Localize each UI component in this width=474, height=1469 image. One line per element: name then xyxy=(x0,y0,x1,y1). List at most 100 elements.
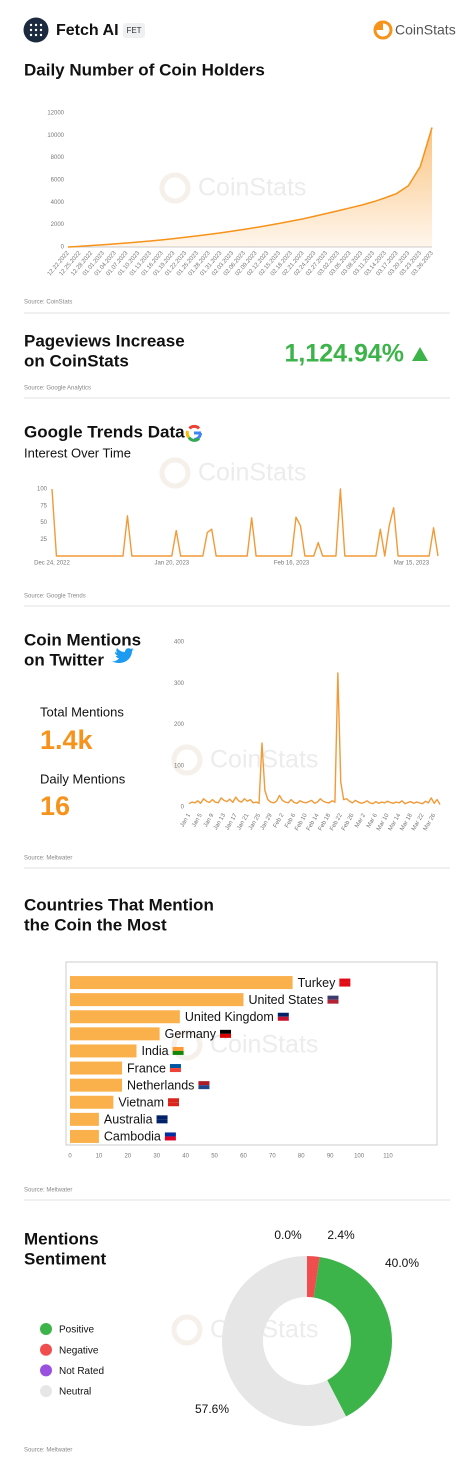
source: Source: Meltwater xyxy=(24,1448,72,1454)
flag-icon xyxy=(164,1136,176,1141)
flag-icon xyxy=(339,982,351,987)
x-tick-label: 0 xyxy=(68,1154,72,1160)
y-tick-label: 12000 xyxy=(47,111,64,117)
watermark-icon xyxy=(159,457,191,489)
coin-name: Fetch AI xyxy=(56,22,119,39)
legend-swatch xyxy=(40,1385,52,1398)
x-tick-label: Jan 20, 2023 xyxy=(154,561,189,567)
y-tick-label: 300 xyxy=(174,681,185,687)
ticker-badge xyxy=(123,23,145,38)
bar-label: Netherlands xyxy=(127,1078,194,1092)
flag-icon xyxy=(172,1046,184,1051)
flag-icon xyxy=(156,1119,168,1124)
fetch-logo-dots xyxy=(29,23,43,37)
flag-icon xyxy=(339,978,351,983)
x-tick-label: 70 xyxy=(269,1154,276,1160)
flag-icon xyxy=(156,1115,168,1120)
section-title: on Twitter xyxy=(24,650,104,669)
x-tick-label: 40 xyxy=(182,1154,189,1160)
twitter-icon xyxy=(110,648,134,663)
donut-segment xyxy=(307,1256,320,1298)
legend-swatch xyxy=(40,1343,52,1356)
source: Source: CoinStats xyxy=(24,300,72,306)
bar xyxy=(70,1027,160,1041)
x-tick-label: 10 xyxy=(96,1154,103,1160)
y-tick-label: 0 xyxy=(181,805,185,811)
section-title: Sentiment xyxy=(24,1249,107,1268)
brand-logo-part xyxy=(375,22,383,30)
bar xyxy=(70,1095,114,1109)
y-tick-label: 75 xyxy=(40,503,47,509)
stat-value: 16 xyxy=(40,791,70,821)
x-tick-label: Mar 15, 2023 xyxy=(394,561,430,567)
watermark: CoinStats xyxy=(198,459,306,487)
y-tick-label: 400 xyxy=(174,640,185,646)
x-tick-label: 50 xyxy=(211,1154,218,1160)
source: Source: Meltwater xyxy=(24,1188,72,1194)
flag-icon xyxy=(220,1033,232,1038)
bar xyxy=(70,993,244,1007)
bar-label: Turkey xyxy=(298,976,336,990)
y-tick-label: 10000 xyxy=(47,133,64,139)
legend-swatch xyxy=(40,1323,52,1335)
legend-swatch xyxy=(40,1364,52,1377)
source: Source: Meltwater xyxy=(24,856,72,862)
y-tick-label: 50 xyxy=(40,520,47,526)
bar-label: United States xyxy=(248,993,323,1007)
bar xyxy=(70,976,293,990)
google-icon xyxy=(185,424,202,442)
stat-label: Total Mentions xyxy=(40,704,124,719)
up-arrow xyxy=(412,347,428,361)
y-tick-label: 25 xyxy=(40,537,47,543)
legend-label: Not Rated xyxy=(59,1366,104,1377)
flag-icon xyxy=(164,1132,176,1137)
watermark-icon xyxy=(159,172,191,204)
section-title: Coin Mentions xyxy=(24,630,141,649)
flag-icon xyxy=(220,1029,232,1034)
y-tick-label: 100 xyxy=(37,487,48,493)
flag-icon xyxy=(198,1081,210,1086)
bar-label: Australia xyxy=(104,1113,153,1127)
source: Source: Google Trends xyxy=(24,594,86,600)
x-tick-label: 20 xyxy=(124,1154,131,1160)
watermark-icon xyxy=(171,744,203,776)
flag-icon xyxy=(172,1050,184,1055)
flag-icon xyxy=(169,1064,181,1069)
pageviews-value: 1,124.94% xyxy=(284,340,404,368)
bar xyxy=(70,1044,137,1058)
bar xyxy=(70,1129,99,1143)
y-tick-label: 6000 xyxy=(51,178,65,184)
flag-icon xyxy=(198,1085,210,1090)
value-label: 57.6% xyxy=(195,1402,229,1416)
legend-label: Neutral xyxy=(59,1387,91,1398)
plot-frame xyxy=(65,961,438,1146)
ticker: FET xyxy=(126,26,141,35)
header: Fetch AI FET CoinStats xyxy=(23,17,456,43)
section-title: Google Trends Data xyxy=(24,422,185,441)
bar-label: Germany xyxy=(165,1027,217,1041)
y-tick-label: 2000 xyxy=(51,222,65,228)
donut-segment xyxy=(222,1256,347,1427)
x-tick-label: Feb 16, 2023 xyxy=(274,561,310,567)
flag-icon xyxy=(327,995,339,1000)
x-tick-label: Dec 24, 2022 xyxy=(34,561,70,567)
stat-value: 1.4k xyxy=(40,725,94,755)
area-line xyxy=(67,127,433,248)
x-tick-label: 30 xyxy=(153,1154,160,1160)
bar-label: United Kingdom xyxy=(185,1010,274,1024)
section-title: Pageviews Increase xyxy=(24,331,185,350)
watermark: CoinStats xyxy=(198,174,306,202)
x-tick-label: 80 xyxy=(298,1154,305,1160)
source: Source: Google Analytics xyxy=(24,386,91,392)
bar xyxy=(70,1061,123,1075)
watermark-icon xyxy=(171,1029,203,1061)
bar-label: France xyxy=(127,1061,166,1075)
y-tick-label: 200 xyxy=(174,722,185,728)
brand: CoinStats xyxy=(395,22,456,38)
y-tick-label: 100 xyxy=(174,763,185,769)
section-title: on CoinStats xyxy=(24,351,129,370)
bar-label: India xyxy=(141,1044,168,1058)
bar-label: Cambodia xyxy=(104,1130,161,1144)
x-tick-label: 100 xyxy=(354,1154,365,1160)
donut-segment xyxy=(313,1256,393,1417)
